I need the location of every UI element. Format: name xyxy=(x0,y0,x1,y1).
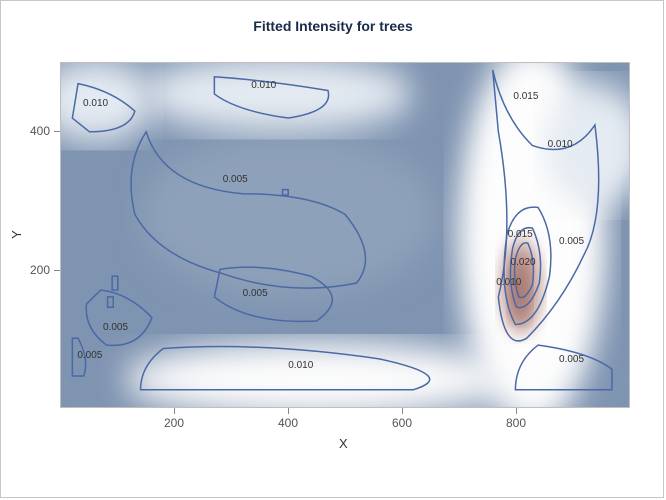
x-tick-mark xyxy=(402,408,403,414)
x-tick-label: 400 xyxy=(278,416,298,430)
plot-area xyxy=(60,62,630,408)
y-tick-mark xyxy=(54,270,60,271)
y-tick-label: 400 xyxy=(26,124,50,138)
contour-value-label: 0.005 xyxy=(559,354,584,365)
y-axis-label: Y xyxy=(9,230,24,239)
x-tick-mark xyxy=(516,408,517,414)
y-tick-label: 200 xyxy=(26,263,50,277)
contour-value-label: 0.005 xyxy=(223,174,248,185)
x-tick-label: 800 xyxy=(506,416,526,430)
contour-value-label: 0.010 xyxy=(251,80,276,91)
x-tick-label: 600 xyxy=(392,416,412,430)
contour-value-label: 0.005 xyxy=(77,350,102,361)
contour-value-label: 0.020 xyxy=(511,257,536,268)
contour-value-label: 0.010 xyxy=(548,139,573,150)
y-tick-mark xyxy=(54,131,60,132)
x-tick-mark xyxy=(174,408,175,414)
chart-title: Fitted Intensity for trees xyxy=(0,18,666,34)
x-tick-label: 200 xyxy=(164,416,184,430)
contour-value-label: 0.010 xyxy=(496,277,521,288)
contour-value-label: 0.005 xyxy=(103,322,128,333)
contour-value-label: 0.015 xyxy=(508,229,533,240)
x-tick-mark xyxy=(288,408,289,414)
contour-value-label: 0.010 xyxy=(83,98,108,109)
contour-value-label: 0.015 xyxy=(513,91,538,102)
contour-value-label: 0.005 xyxy=(559,236,584,247)
contour-value-label: 0.010 xyxy=(288,360,313,371)
contour-plot-svg xyxy=(61,63,629,407)
x-axis-label: X xyxy=(339,436,348,451)
contour-value-label: 0.005 xyxy=(243,288,268,299)
